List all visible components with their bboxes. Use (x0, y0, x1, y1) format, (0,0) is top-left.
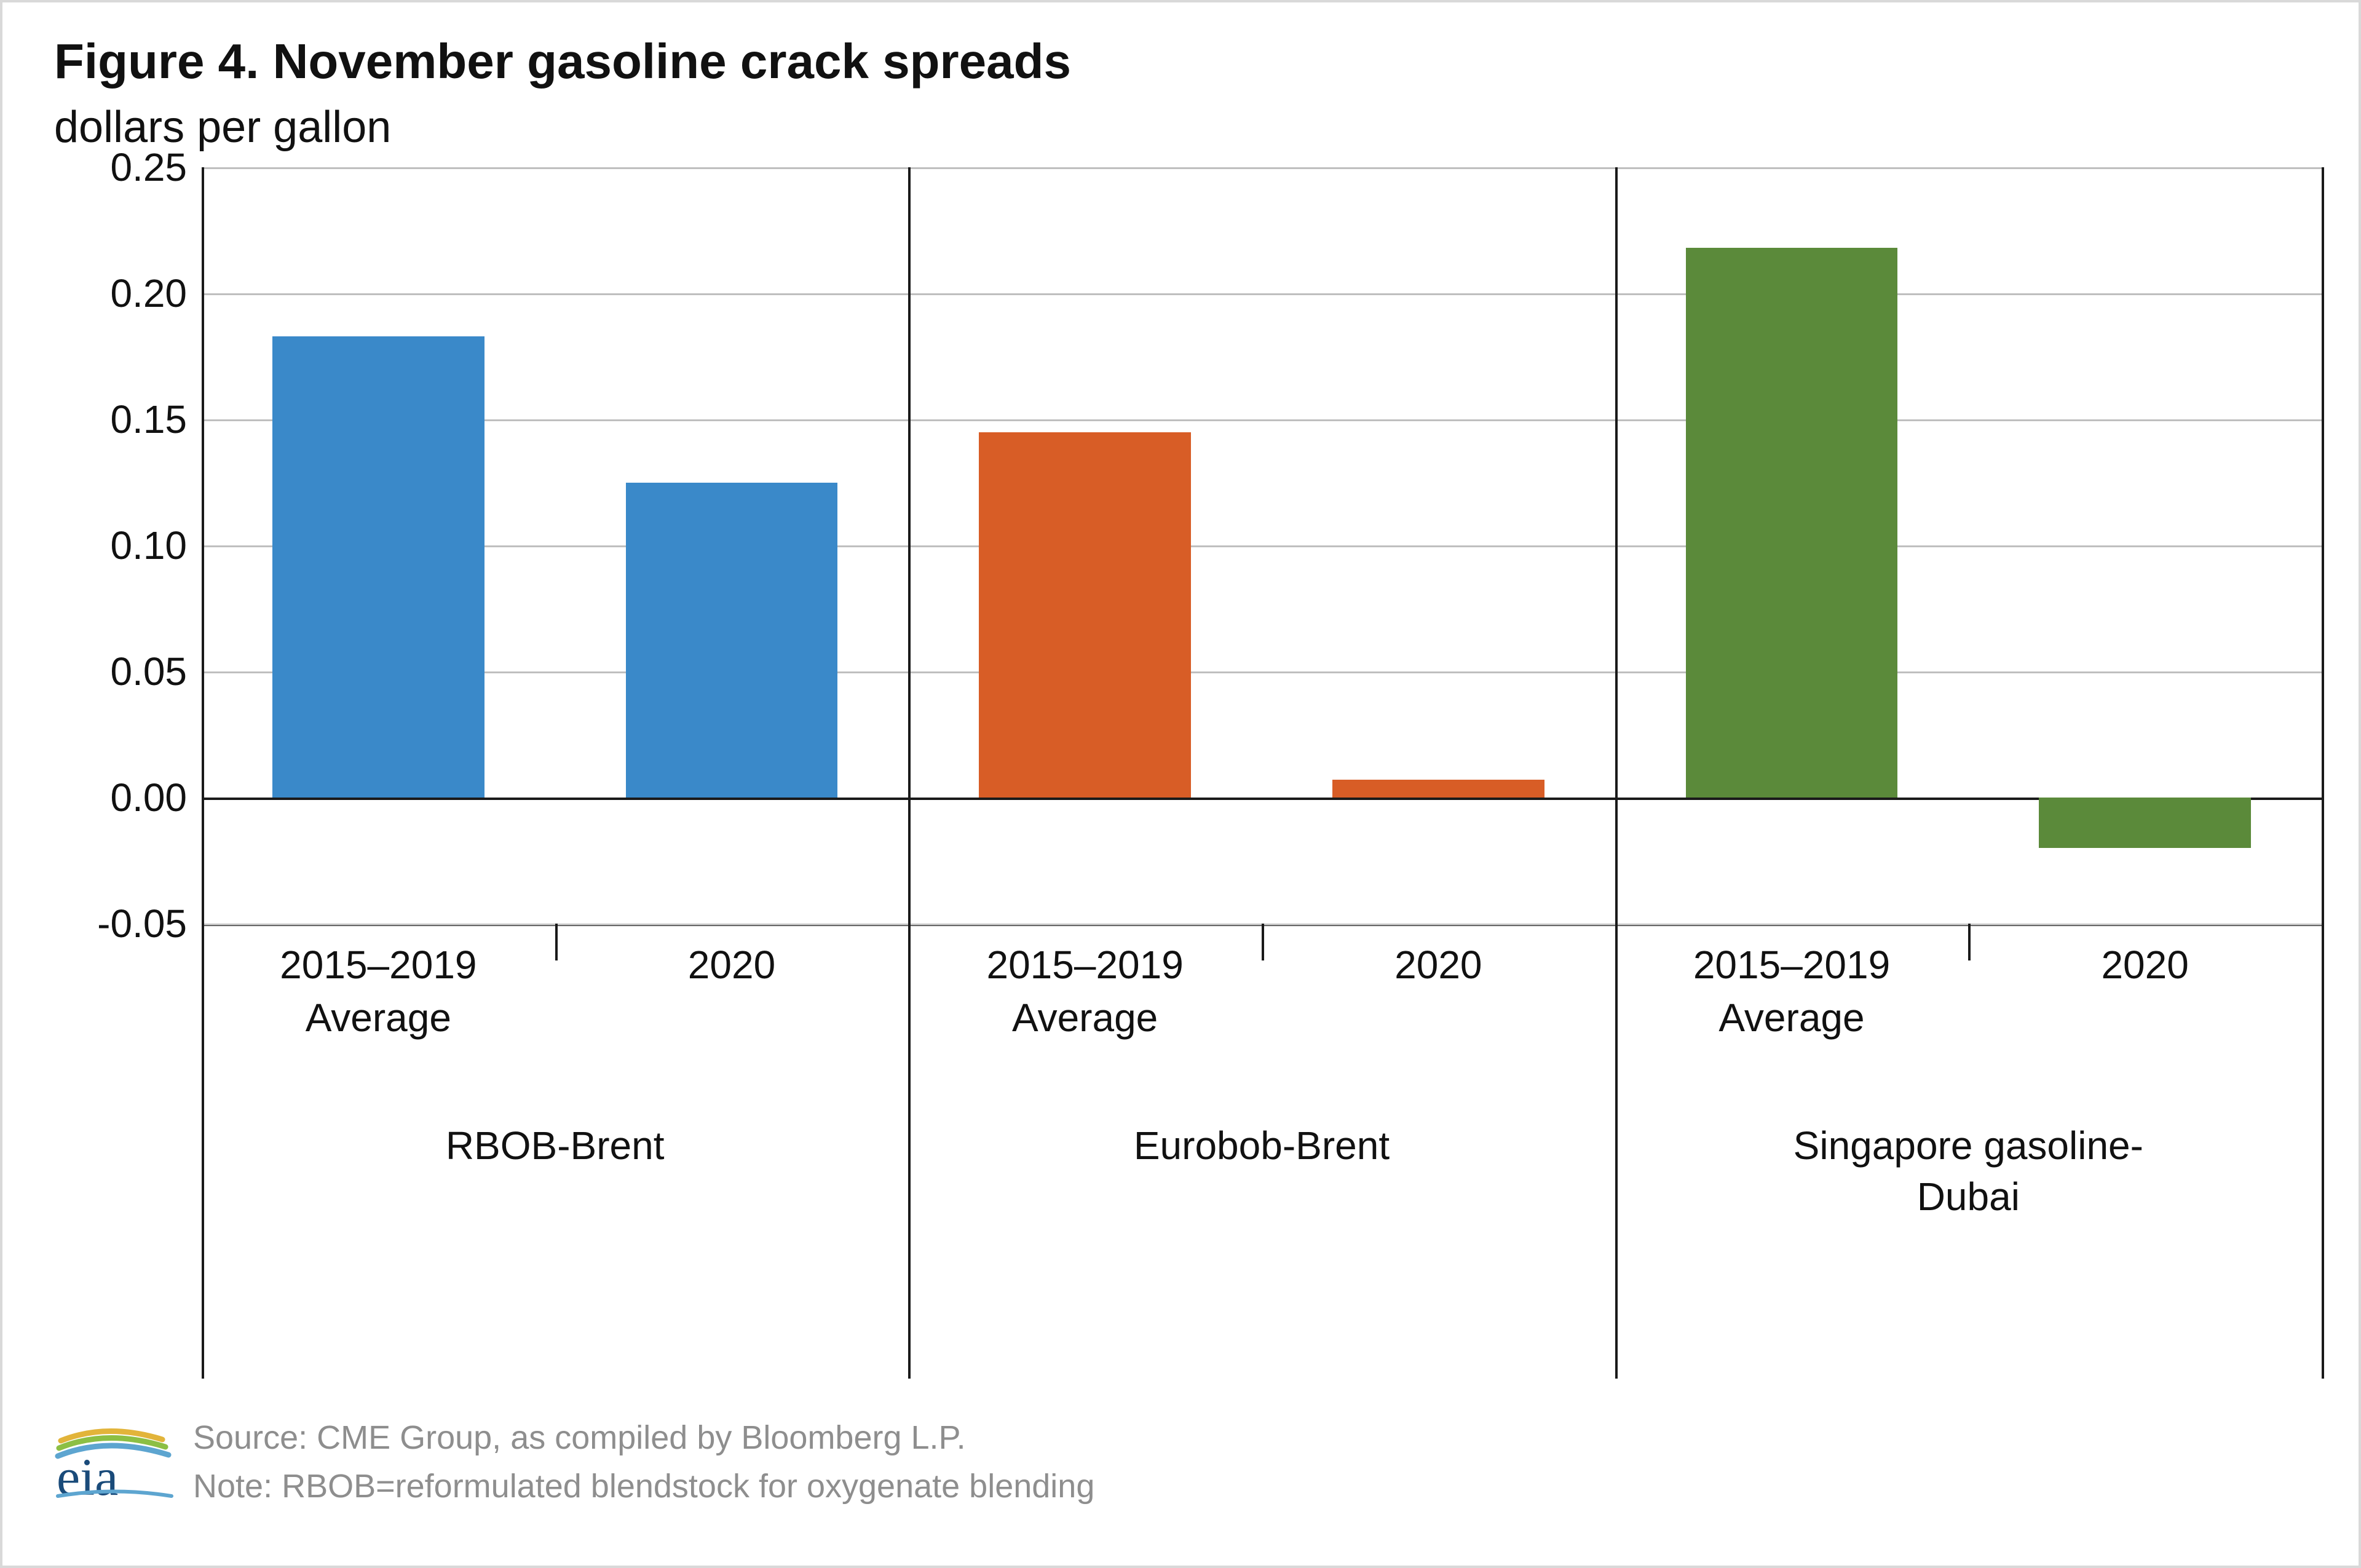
gridline (202, 293, 2322, 295)
x-group-label: Eurobob-Brent (908, 1120, 1615, 1171)
x-group-label: Singapore gasoline-Dubai (1615, 1120, 2322, 1222)
x-category-label: 2020 (1262, 938, 1615, 991)
x-axis-panel: 2015–2019Average2020 Eurobob-Brent (908, 924, 1615, 1391)
panel-divider (908, 167, 911, 924)
x-axis: 2015–2019Average2020RBOB-Brent2015–2019A… (202, 924, 2322, 1391)
bar (2039, 798, 2251, 848)
bar (272, 336, 484, 798)
x-category-label: 2020 (555, 938, 909, 991)
y-tick-label: -0.05 (97, 904, 187, 943)
x-category-label: 2015–2019Average (908, 938, 1262, 1045)
bar (626, 483, 838, 798)
plot-area (202, 167, 2322, 926)
x-category-label: 2015–2019Average (1615, 938, 1969, 1045)
x-group-label: RBOB-Brent (202, 1120, 908, 1171)
panel-divider (2322, 167, 2324, 924)
bar (979, 432, 1191, 798)
bar (1686, 248, 1898, 798)
chart-title: Figure 4. November gasoline crack spread… (54, 33, 2322, 90)
gridline (202, 671, 2322, 673)
footer-text: Source: CME Group, as compiled by Bloomb… (193, 1414, 1094, 1510)
chart-footer: eia Source: CME Group, as compiled by Bl… (52, 1414, 1094, 1510)
source-line: Source: CME Group, as compiled by Bloomb… (193, 1414, 1094, 1462)
y-tick-label: 0.20 (110, 274, 187, 313)
x-axis-row: -0.05 2015–2019Average2020RBOB-Brent2015… (64, 924, 2322, 1391)
y-tick-label: 0.00 (110, 778, 187, 817)
gridline (202, 545, 2322, 547)
panel-divider (202, 167, 204, 924)
x-category-label: 2015–2019Average (202, 938, 555, 1045)
y-tick-label: 0.05 (110, 652, 187, 691)
x-category-label: 2020 (1968, 938, 2322, 991)
y-axis: 0.250.200.150.100.050.00-0.05 (64, 167, 202, 924)
plot-row: 0.250.200.150.100.050.00-0.05 (64, 167, 2322, 924)
y-tick-label: 0.15 (110, 400, 187, 439)
panel-divider (1615, 167, 1618, 924)
figure-container: Figure 4. November gasoline crack spread… (0, 0, 2361, 1568)
x-axis-panel: 2015–2019Average2020 Singapore gasoline-D… (1615, 924, 2322, 1391)
zero-line (202, 798, 2322, 800)
chart-subtitle: dollars per gallon (54, 102, 2322, 152)
note-line: Note: RBOB=reformulated blendstock for o… (193, 1462, 1094, 1510)
eia-logo: eia (52, 1422, 175, 1502)
y-tick-label: 0.10 (110, 526, 187, 565)
y-tick-label: 0.25 (110, 148, 187, 187)
bar (1332, 780, 1544, 798)
gridline (202, 167, 2322, 169)
gridline (202, 419, 2322, 421)
x-axis-panel: 2015–2019Average2020 RBOB-Brent (202, 924, 908, 1391)
